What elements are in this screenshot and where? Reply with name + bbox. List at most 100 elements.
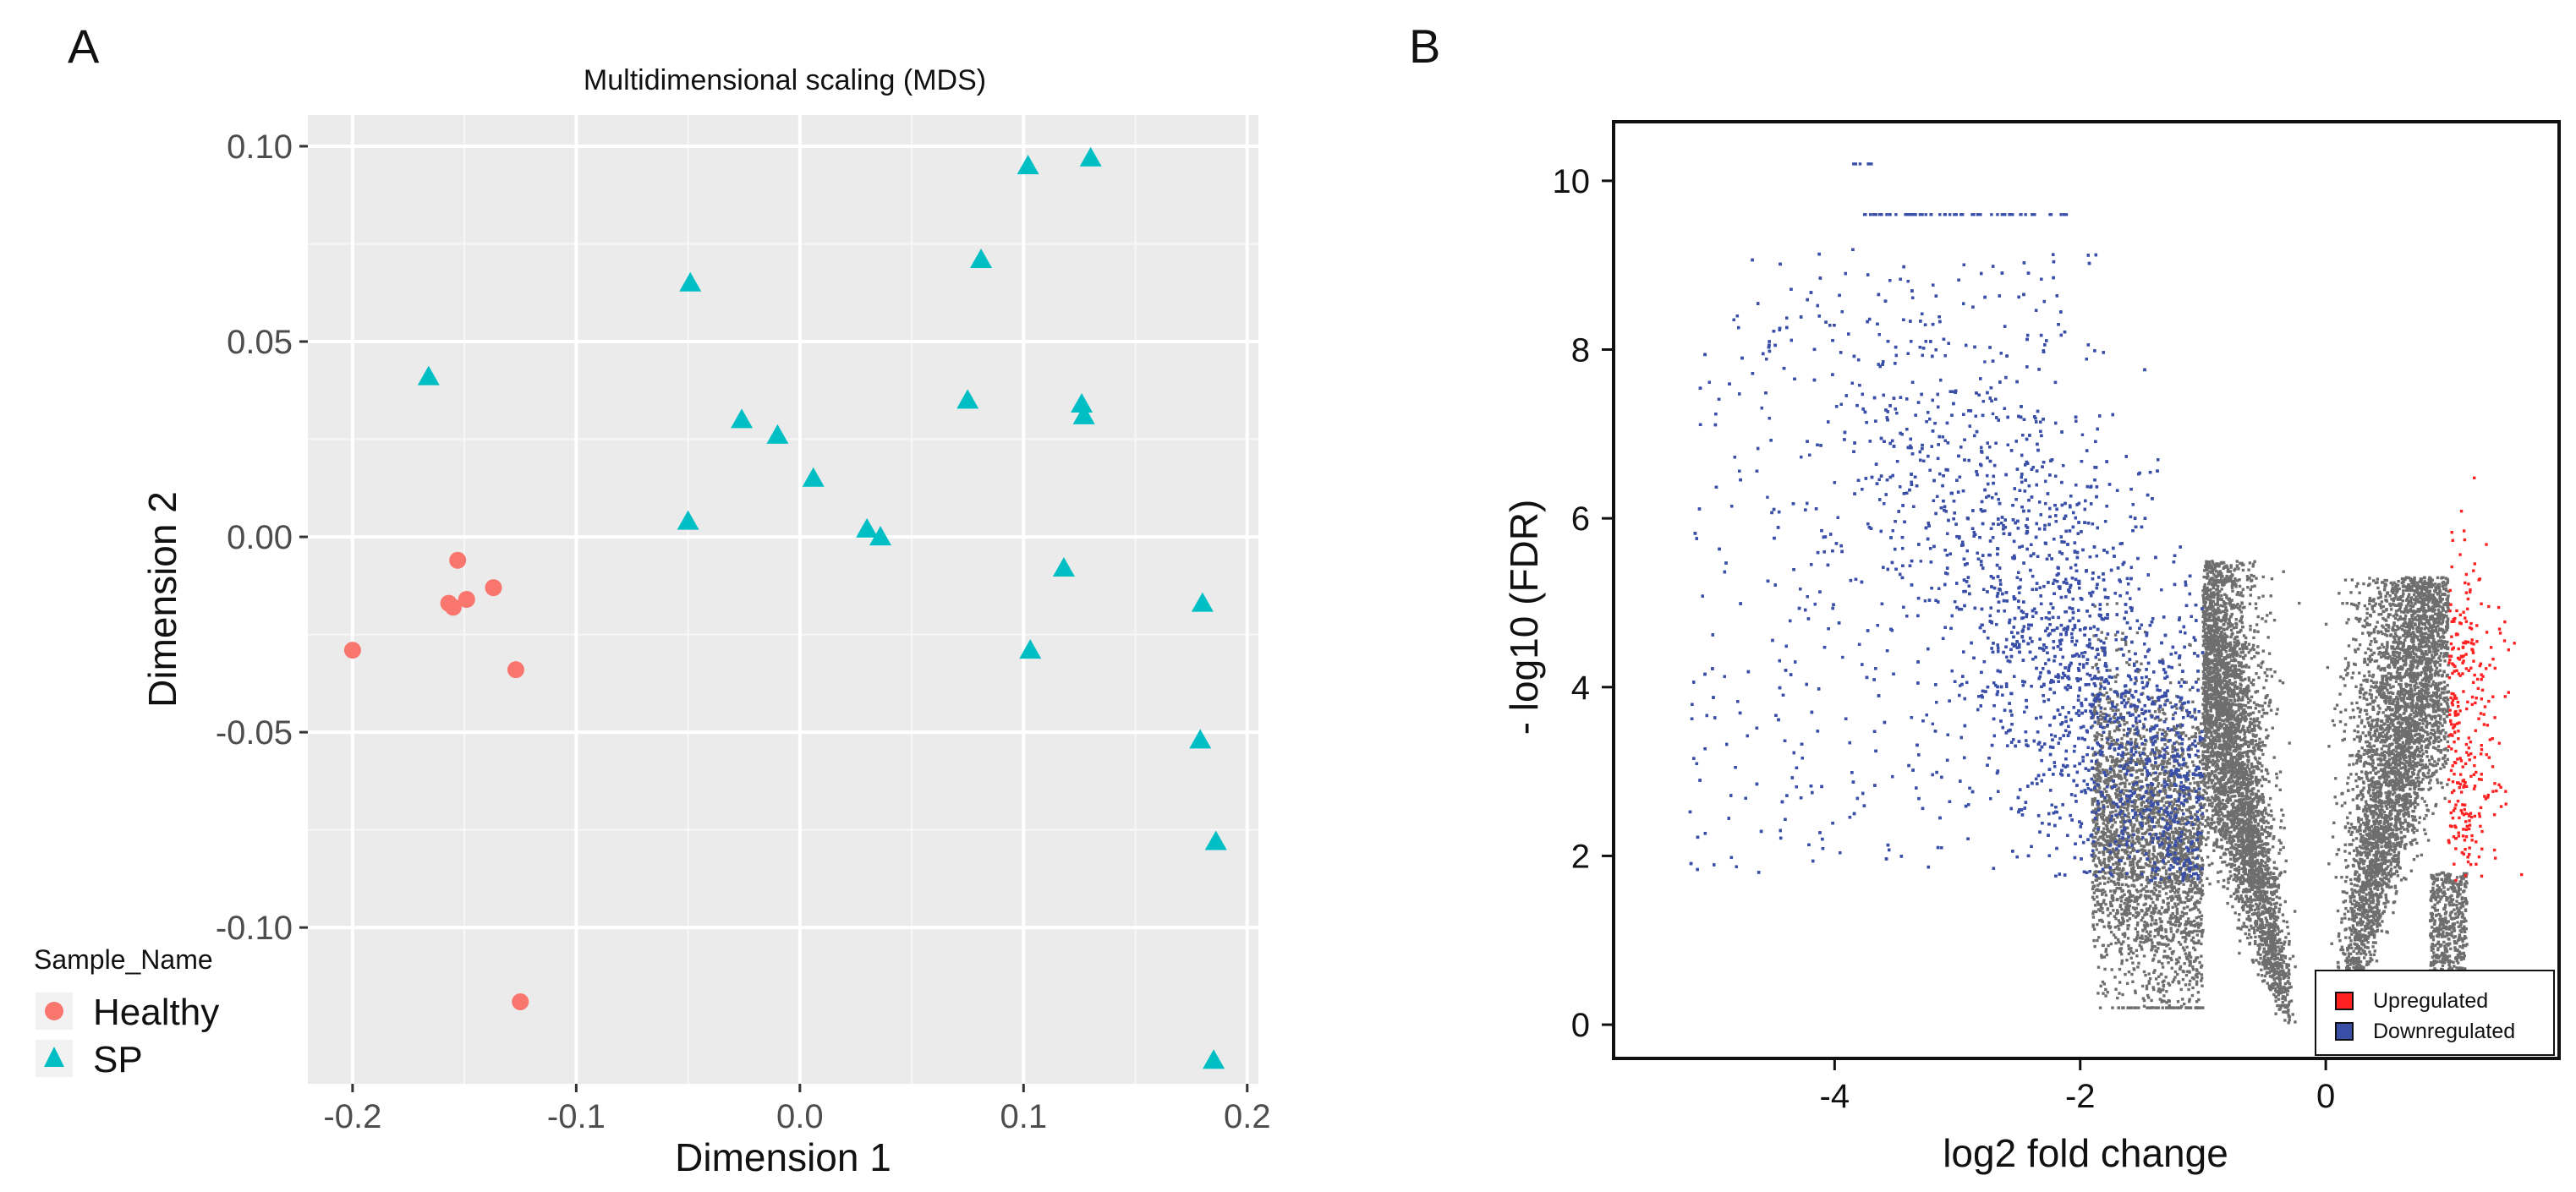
volcano-point-not-significant <box>2217 584 2220 588</box>
volcano-point-not-significant <box>2210 635 2213 638</box>
volcano-point-not-significant <box>2222 697 2226 701</box>
volcano-point-not-significant <box>2146 814 2150 817</box>
volcano-point-not-significant <box>2157 839 2161 842</box>
volcano-point-not-significant <box>2206 666 2210 670</box>
volcano-point-not-significant <box>2212 808 2216 812</box>
volcano-point-not-significant <box>2255 793 2258 796</box>
volcano-point-not-significant <box>2150 998 2153 1003</box>
volcano-point-not-significant <box>2277 927 2280 931</box>
volcano-point-not-significant <box>2165 990 2168 993</box>
volcano-point-not-significant <box>2228 778 2231 781</box>
volcano-point-not-significant <box>2249 706 2253 709</box>
volcano-point-not-significant <box>2239 762 2242 765</box>
volcano-point-not-significant <box>2210 734 2213 737</box>
volcano-point-not-significant <box>2239 876 2243 879</box>
volcano-point-not-significant <box>2152 987 2156 992</box>
volcano-point-not-significant <box>2222 793 2227 796</box>
volcano-point-not-significant <box>2222 719 2226 723</box>
volcano-point-not-significant <box>2267 803 2271 807</box>
volcano-point-not-significant <box>2245 898 2249 901</box>
volcano-point-not-significant <box>2229 857 2233 861</box>
volcano-point-not-significant <box>2233 867 2237 872</box>
volcano-point-not-significant <box>2217 565 2221 568</box>
volcano-point-not-significant <box>2102 889 2105 892</box>
volcano-point-not-significant <box>2248 906 2252 910</box>
mds-x-tick-label: 0.2 <box>1224 1098 1271 1135</box>
volcano-point-not-significant <box>2257 935 2261 938</box>
volcano-point-not-significant <box>2245 861 2250 866</box>
volcano-point-not-significant <box>2224 804 2228 808</box>
volcano-point-not-significant <box>2201 815 2205 818</box>
volcano-point-not-significant <box>2164 892 2168 895</box>
volcano-point-not-significant <box>2156 928 2159 932</box>
volcano-point-not-significant <box>2279 973 2283 976</box>
volcano-point-not-significant <box>2140 827 2144 830</box>
volcano-point-not-significant <box>2219 856 2222 859</box>
volcano-point-not-significant <box>2237 865 2241 869</box>
volcano-point-not-significant <box>2162 787 2166 790</box>
volcano-point-not-significant <box>2241 847 2245 851</box>
volcano-point-not-significant <box>2224 848 2228 851</box>
volcano-point-not-significant <box>2207 619 2212 622</box>
volcano-point-not-significant <box>2253 584 2256 588</box>
volcano-point-not-significant <box>2276 960 2279 965</box>
volcano-point-not-significant <box>2268 826 2272 829</box>
volcano-point-not-significant <box>2225 596 2228 599</box>
volcano-point-not-significant <box>2206 608 2210 611</box>
volcano-point-not-significant <box>2211 748 2215 752</box>
volcano-point-not-significant <box>2243 690 2247 694</box>
volcano-point-not-significant <box>2252 869 2256 872</box>
volcano-point-not-significant <box>2162 790 2165 793</box>
volcano-point-not-significant <box>2235 833 2239 837</box>
volcano-point-not-significant <box>2226 635 2229 639</box>
volcano-point-not-significant <box>2250 762 2254 766</box>
volcano-point-not-significant <box>2234 626 2239 629</box>
volcano-point-not-significant <box>2206 719 2209 723</box>
volcano-point-not-significant <box>2250 862 2255 866</box>
volcano-point-not-significant <box>2239 712 2243 715</box>
volcano-point-not-significant <box>2251 643 2255 648</box>
volcano-point-not-significant <box>2225 760 2228 763</box>
volcano-point-not-significant <box>2103 872 2107 875</box>
volcano-point-not-significant <box>2244 854 2249 857</box>
volcano-point-not-significant <box>2203 656 2206 660</box>
volcano-point-not-significant <box>2259 956 2262 960</box>
volcano-point-not-significant <box>2220 733 2223 736</box>
volcano-point-not-significant <box>2229 874 2233 878</box>
volcano-point-not-significant <box>2203 672 2206 675</box>
volcano-point-not-significant <box>2255 672 2258 675</box>
volcano-point-not-significant <box>2100 678 2103 681</box>
volcano-point-not-significant <box>2229 769 2233 773</box>
mds-point-sp <box>417 365 440 385</box>
volcano-point-not-significant <box>2127 909 2130 912</box>
volcano-point-not-significant <box>2240 798 2244 801</box>
volcano-point-not-significant <box>2237 791 2240 795</box>
volcano-point-not-significant <box>2257 725 2261 730</box>
volcano-point-not-significant <box>2247 849 2251 853</box>
volcano-point-not-significant <box>2242 687 2246 692</box>
volcano-point-not-significant <box>2266 821 2270 825</box>
volcano-point-not-significant <box>2206 568 2209 571</box>
mds-x-tick-label: -0.1 <box>547 1098 606 1135</box>
volcano-point-not-significant <box>2262 778 2266 781</box>
volcano-point-not-significant <box>2258 844 2261 847</box>
volcano-point-not-significant <box>2239 628 2243 632</box>
volcano-point-not-significant <box>2229 894 2233 898</box>
volcano-point-not-significant <box>2243 839 2246 843</box>
volcano-point-not-significant <box>2232 892 2236 895</box>
volcano-point-not-significant <box>2249 897 2253 901</box>
volcano-point-not-significant <box>2204 763 2208 766</box>
volcano-point-not-significant <box>2102 725 2107 730</box>
volcano-point-not-significant <box>2238 630 2242 634</box>
volcano-point-not-significant <box>2208 720 2212 724</box>
volcano-point-not-significant <box>2228 661 2231 664</box>
volcano-point-not-significant <box>2234 879 2239 883</box>
volcano-point-not-significant <box>2255 690 2260 693</box>
volcano-point-not-significant <box>2135 631 2140 635</box>
volcano-point-not-significant <box>2248 870 2251 873</box>
volcano-point-not-significant <box>2219 650 2222 653</box>
volcano-point-not-significant <box>2273 883 2277 886</box>
volcano-point-not-significant <box>2207 735 2211 740</box>
volcano-point-not-significant <box>2140 937 2144 940</box>
volcano-point-not-significant <box>2203 693 2207 697</box>
